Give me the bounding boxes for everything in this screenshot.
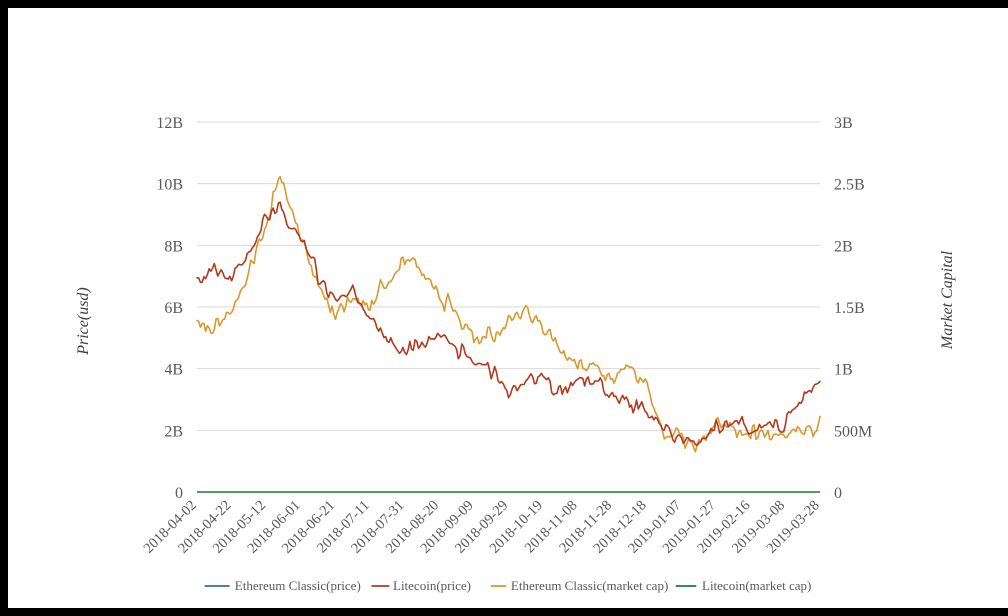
svg-text:0: 0: [834, 485, 842, 502]
svg-text:1B: 1B: [834, 362, 853, 379]
svg-text:8B: 8B: [164, 238, 183, 255]
svg-text:2.5B: 2.5B: [834, 177, 865, 194]
svg-text:Ethereum Classic(price): Ethereum Classic(price): [235, 578, 361, 593]
svg-text:2B: 2B: [834, 238, 853, 255]
svg-text:10B: 10B: [156, 177, 183, 194]
svg-text:12B: 12B: [156, 115, 183, 132]
svg-text:0: 0: [175, 485, 183, 502]
svg-text:3B: 3B: [834, 115, 853, 132]
svg-text:Litecoin(price): Litecoin(price): [393, 578, 471, 593]
svg-text:1.5B: 1.5B: [834, 300, 865, 317]
svg-text:Market Capital: Market Capital: [939, 250, 956, 350]
svg-text:Price(usd): Price(usd): [75, 287, 92, 356]
svg-text:Ethereum Classic(market cap): Ethereum Classic(market cap): [511, 578, 668, 593]
svg-text:4B: 4B: [164, 362, 183, 379]
svg-text:500M: 500M: [834, 423, 872, 440]
svg-text:2B: 2B: [164, 423, 183, 440]
svg-text:Litecoin(market cap): Litecoin(market cap): [702, 578, 811, 593]
svg-text:6B: 6B: [164, 300, 183, 317]
